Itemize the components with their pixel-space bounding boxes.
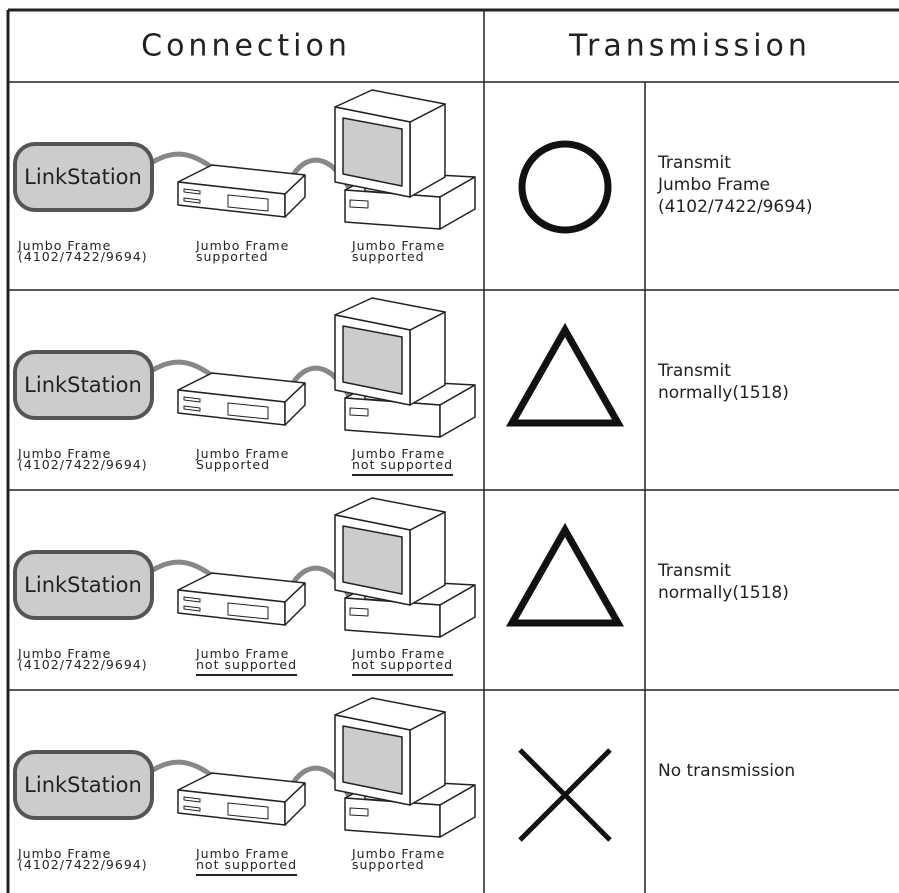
pc-label: Jumbo Frame xyxy=(351,646,445,661)
linkstation-box xyxy=(13,750,154,820)
linkstation-label: (4102/7422/9694) xyxy=(18,249,148,264)
pc-label: Jumbo Frame xyxy=(351,446,445,461)
linkstation-label: (4102/7422/9694) xyxy=(18,457,148,472)
pc-side xyxy=(439,584,476,638)
switch-label: Jumbo Frame xyxy=(195,846,289,861)
pc-slot xyxy=(349,407,369,417)
linkstation-box xyxy=(13,550,154,620)
symbol-cross xyxy=(518,748,612,842)
switch-slot xyxy=(183,396,201,403)
linkstation-name: LinkStation xyxy=(24,773,142,797)
pc-label: Jumbo Frame xyxy=(351,846,445,861)
pc-label: not supported xyxy=(352,657,453,672)
pc-label: supported xyxy=(352,249,425,264)
pc-front xyxy=(344,397,441,438)
switch-label: Jumbo Frame xyxy=(195,646,289,661)
linkstation-label: (4102/7422/9694) xyxy=(18,657,148,672)
linkstation-label: Jumbo Frame xyxy=(17,646,111,661)
switch-side xyxy=(284,582,306,626)
header-transmission: Transmission xyxy=(568,29,811,64)
switch-label: Jumbo Frame xyxy=(195,238,289,253)
pc-front xyxy=(344,597,441,638)
result-text: normally(1518) xyxy=(658,383,789,403)
switch-label: not supported xyxy=(196,857,297,872)
switch-slot xyxy=(183,805,201,812)
linkstation-name: LinkStation xyxy=(24,373,142,397)
switch-slot xyxy=(227,802,269,820)
symbol-circle xyxy=(518,140,612,234)
linkstation-label: Jumbo Frame xyxy=(17,446,111,461)
pc-front xyxy=(344,797,441,838)
switch-slot xyxy=(183,197,201,204)
pc-label: Jumbo Frame xyxy=(351,238,445,253)
pc-front xyxy=(344,189,441,230)
switch-slot xyxy=(183,405,201,412)
switch-slot xyxy=(227,194,269,212)
linkstation-label: Jumbo Frame xyxy=(17,846,111,861)
result-text: Transmit xyxy=(657,561,731,581)
pc-side xyxy=(439,784,476,838)
result-text: Transmit xyxy=(657,153,731,173)
result-text: No transmission xyxy=(658,761,795,781)
result-text: normally(1518) xyxy=(658,583,789,603)
result-text: Jumbo Frame xyxy=(657,175,770,195)
monitor-screen xyxy=(342,525,403,595)
switch-slot xyxy=(183,605,201,612)
pc-side xyxy=(439,384,476,438)
monitor-screen xyxy=(342,325,403,395)
switch-side xyxy=(284,382,306,426)
switch-label: not supported xyxy=(196,657,297,672)
result-text: (4102/7422/9694) xyxy=(658,197,813,217)
monitor-screen xyxy=(342,117,403,187)
linkstation-label: Jumbo Frame xyxy=(17,238,111,253)
switch-slot xyxy=(183,796,201,803)
switch-slot xyxy=(183,596,201,603)
linkstation-label: (4102/7422/9694) xyxy=(18,857,148,872)
switch-label: supported xyxy=(196,249,269,264)
switch-slot xyxy=(183,188,201,195)
linkstation-name: LinkStation xyxy=(24,573,142,597)
pc-label: not supported xyxy=(352,457,453,472)
header-connection: Connection xyxy=(141,29,351,64)
monitor-screen xyxy=(342,725,403,795)
symbol-triangle xyxy=(505,522,625,627)
switch-side xyxy=(284,174,306,218)
switch-slot xyxy=(227,402,269,420)
switch-label: Supported xyxy=(196,457,270,472)
linkstation-box xyxy=(13,142,154,212)
symbol-triangle xyxy=(505,322,625,427)
pc-slot xyxy=(349,607,369,617)
switch-side xyxy=(284,782,306,826)
linkstation-box xyxy=(13,350,154,420)
pc-side xyxy=(439,176,476,230)
switch-slot xyxy=(227,602,269,620)
pc-slot xyxy=(349,199,369,209)
result-text: Transmit xyxy=(657,361,731,381)
pc-slot xyxy=(349,807,369,817)
pc-label: supported xyxy=(352,857,425,872)
linkstation-name: LinkStation xyxy=(24,165,142,189)
switch-label: Jumbo Frame xyxy=(195,446,289,461)
